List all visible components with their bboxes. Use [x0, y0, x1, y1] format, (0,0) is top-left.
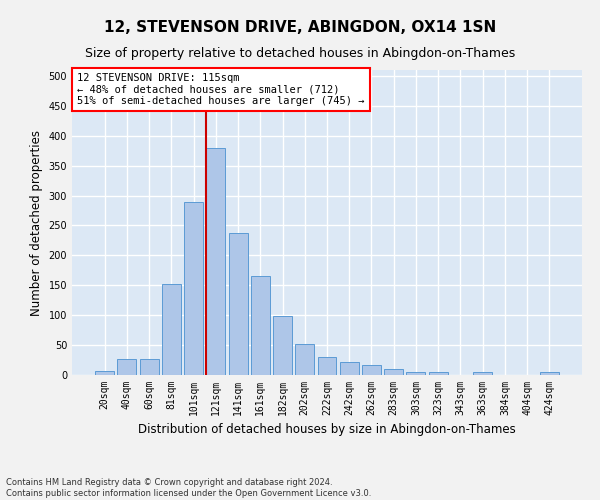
Text: 12 STEVENSON DRIVE: 115sqm
← 48% of detached houses are smaller (712)
51% of sem: 12 STEVENSON DRIVE: 115sqm ← 48% of deta…	[77, 73, 365, 106]
Bar	[384, 369, 403, 375]
Text: Size of property relative to detached houses in Abingdon-on-Thames: Size of property relative to detached ho…	[85, 48, 515, 60]
Bar	[118, 359, 136, 375]
Bar	[95, 371, 114, 375]
Bar	[340, 362, 359, 375]
Bar	[429, 372, 448, 375]
Bar	[295, 344, 314, 375]
Bar	[540, 372, 559, 375]
X-axis label: Distribution of detached houses by size in Abingdon-on-Thames: Distribution of detached houses by size …	[138, 424, 516, 436]
Text: Contains HM Land Registry data © Crown copyright and database right 2024.
Contai: Contains HM Land Registry data © Crown c…	[6, 478, 371, 498]
Bar	[140, 359, 158, 375]
Bar	[229, 234, 248, 375]
Text: 12, STEVENSON DRIVE, ABINGDON, OX14 1SN: 12, STEVENSON DRIVE, ABINGDON, OX14 1SN	[104, 20, 496, 35]
Bar	[317, 357, 337, 375]
Y-axis label: Number of detached properties: Number of detached properties	[30, 130, 43, 316]
Bar	[473, 372, 492, 375]
Bar	[184, 202, 203, 375]
Bar	[362, 365, 381, 375]
Bar	[406, 372, 425, 375]
Bar	[251, 276, 270, 375]
Bar	[206, 148, 225, 375]
Bar	[162, 284, 181, 375]
Bar	[273, 316, 292, 375]
